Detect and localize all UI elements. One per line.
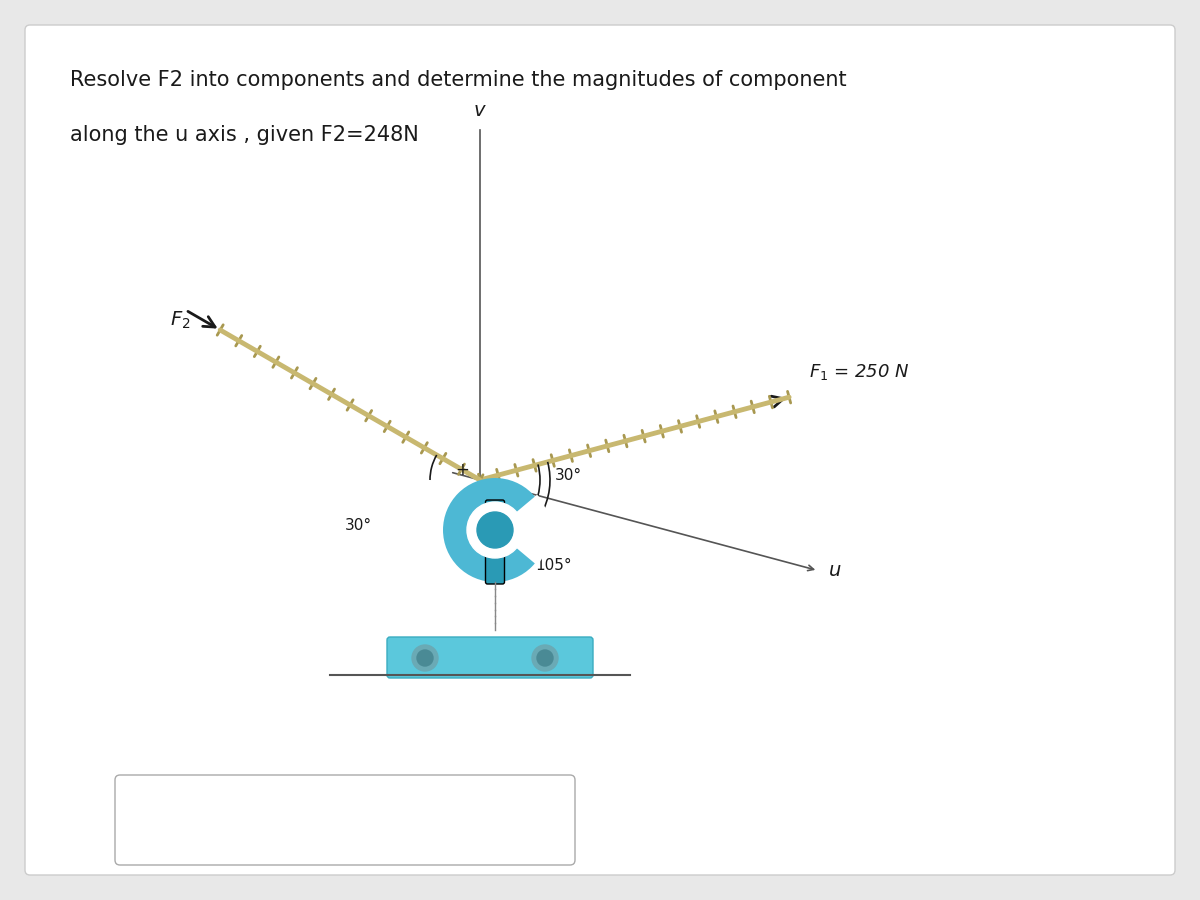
Circle shape <box>467 502 523 558</box>
Text: Resolve F2 into components and determine the magnitudes of component: Resolve F2 into components and determine… <box>70 70 847 90</box>
Circle shape <box>418 650 433 666</box>
Circle shape <box>538 650 553 666</box>
Circle shape <box>443 478 547 582</box>
Text: $F_2$: $F_2$ <box>170 310 191 330</box>
Text: 105°: 105° <box>535 557 571 572</box>
Text: $u$: $u$ <box>828 561 841 581</box>
FancyBboxPatch shape <box>386 637 593 678</box>
Text: along the u axis , given F2=248N: along the u axis , given F2=248N <box>70 125 419 145</box>
FancyBboxPatch shape <box>486 500 504 584</box>
Circle shape <box>478 512 514 548</box>
Text: 30°: 30° <box>346 518 372 533</box>
Text: $v$: $v$ <box>473 101 487 120</box>
Text: $F_1$ = 250 N: $F_1$ = 250 N <box>809 362 910 382</box>
Circle shape <box>532 645 558 671</box>
FancyBboxPatch shape <box>115 775 575 865</box>
Text: +: + <box>455 461 469 479</box>
Circle shape <box>412 645 438 671</box>
Text: 30°: 30° <box>554 467 582 482</box>
Wedge shape <box>496 495 550 565</box>
FancyBboxPatch shape <box>25 25 1175 875</box>
